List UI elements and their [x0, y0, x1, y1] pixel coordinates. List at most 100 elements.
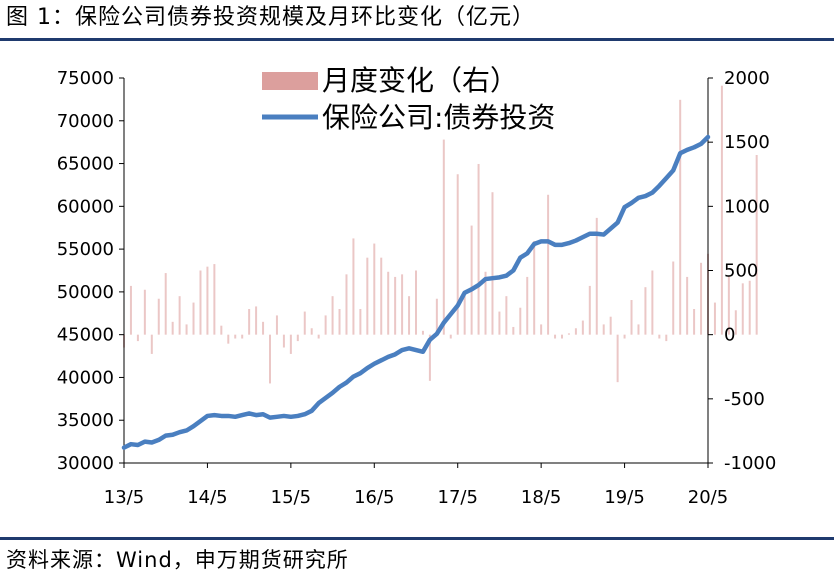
bar — [401, 274, 404, 335]
bar — [150, 334, 153, 354]
bar — [505, 296, 508, 335]
right-tick-label: 1500 — [724, 132, 770, 153]
bar — [324, 315, 327, 335]
left-tick-label: 35000 — [57, 410, 114, 431]
right-tick-label: 500 — [724, 261, 758, 282]
bar — [609, 316, 612, 335]
bar — [651, 270, 654, 335]
bar — [700, 262, 703, 335]
bar — [380, 257, 383, 335]
left-tick-label: 60000 — [57, 196, 114, 217]
bar — [470, 225, 473, 335]
bar — [338, 309, 341, 335]
bar — [547, 194, 550, 335]
bar — [345, 274, 348, 335]
bar — [171, 321, 174, 335]
bar — [519, 307, 522, 335]
x-tick-label: 15/5 — [271, 487, 311, 508]
bar — [227, 334, 230, 344]
bar — [199, 270, 202, 335]
title-rule — [0, 38, 834, 41]
right-tick-label: 1000 — [724, 196, 770, 217]
bar — [463, 296, 466, 335]
bar — [456, 174, 459, 335]
bar — [192, 302, 195, 335]
legend-label-bar: 月度变化（右） — [322, 64, 518, 97]
bar — [498, 311, 501, 335]
bar — [449, 334, 452, 339]
bar — [554, 334, 557, 339]
bar — [248, 309, 251, 335]
bar — [533, 240, 536, 335]
bar — [262, 321, 265, 335]
bar — [713, 302, 716, 335]
bar — [672, 261, 675, 335]
bar — [421, 330, 424, 335]
bar — [526, 276, 529, 335]
x-tick-label: 18/5 — [521, 487, 561, 508]
bar — [602, 324, 605, 335]
bar — [164, 273, 167, 335]
bar — [435, 298, 438, 335]
legend-label-line: 保险公司:债券投资 — [322, 101, 555, 134]
bar — [720, 85, 723, 335]
bar — [282, 334, 285, 348]
bar — [366, 257, 369, 335]
x-tick-label: 16/5 — [354, 487, 394, 508]
bar — [595, 217, 598, 335]
bar — [303, 311, 306, 335]
bar — [359, 309, 362, 335]
left-tick-label: 50000 — [57, 282, 114, 303]
right-tick-label: -1000 — [724, 453, 776, 474]
x-tick-label: 17/5 — [438, 487, 478, 508]
bar — [658, 334, 661, 339]
bar — [491, 192, 494, 335]
bar — [561, 334, 563, 339]
bar — [686, 276, 689, 335]
bar — [574, 328, 577, 335]
bar — [206, 266, 209, 335]
left-tick-label: 45000 — [57, 325, 114, 346]
bar — [296, 334, 299, 342]
right-tick-label: 2000 — [724, 68, 770, 89]
bar — [748, 280, 751, 335]
bar — [185, 324, 188, 335]
bar — [484, 271, 487, 335]
legend-swatch-bar — [262, 72, 318, 90]
bar — [331, 296, 334, 335]
left-tick-label: 30000 — [57, 453, 114, 474]
bar — [352, 238, 355, 335]
bar — [665, 334, 668, 342]
bar — [373, 243, 376, 335]
bar — [143, 289, 146, 335]
bar — [310, 328, 313, 335]
figure-title: 图 1：保险公司债券投资规模及月环比变化（亿元） — [6, 5, 535, 30]
bar — [588, 285, 591, 335]
bar — [637, 324, 640, 335]
bar — [178, 296, 181, 335]
bar — [428, 334, 431, 381]
x-tick-label: 14/5 — [187, 487, 227, 508]
bar — [741, 283, 744, 335]
bar — [394, 276, 397, 335]
bar — [616, 334, 619, 383]
right-tick-label: -500 — [724, 389, 765, 410]
right-tick-label: 0 — [724, 325, 735, 346]
bar — [679, 99, 682, 335]
bar — [581, 320, 584, 335]
bar — [727, 275, 730, 335]
debt-investment-line — [121, 134, 711, 450]
source-rule — [0, 537, 834, 540]
bar — [630, 300, 633, 335]
left-tick-label: 70000 — [57, 111, 114, 132]
bar — [136, 334, 139, 342]
bar — [275, 315, 278, 335]
bar — [623, 334, 626, 339]
bar — [269, 334, 271, 384]
figure-source: 资料来源：Wind，申万期货研究所 — [6, 548, 349, 572]
bar — [415, 270, 417, 335]
bar — [387, 271, 390, 335]
bar — [442, 139, 445, 335]
bar — [512, 326, 515, 335]
